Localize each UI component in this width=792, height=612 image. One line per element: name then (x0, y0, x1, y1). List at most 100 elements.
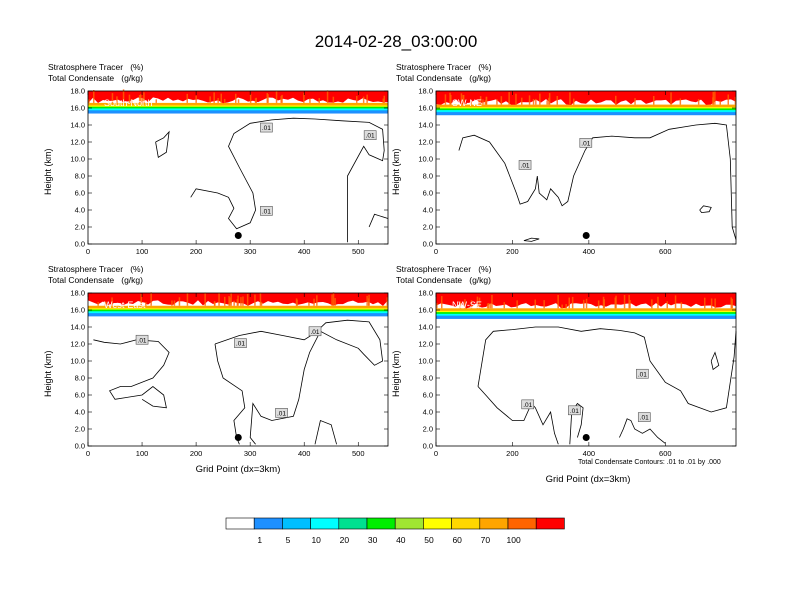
page-title: 2014-02-28_03:00:00 (314, 32, 478, 51)
condensate-contour (477, 386, 559, 445)
tracer-core (436, 91, 736, 105)
panel-header-line1: Stratosphere Tracer (%) (48, 62, 144, 72)
tracer-streak (539, 93, 541, 105)
y-tick-label: 14.0 (70, 323, 85, 332)
contour-label: .01 (260, 122, 273, 133)
tracer-streak (657, 296, 659, 309)
tracer-streak (491, 294, 493, 309)
y-tick-label: 10.0 (418, 155, 433, 164)
tracer-streak (242, 296, 244, 306)
tracer-streak (128, 94, 131, 103)
tracer-streak (602, 296, 605, 309)
tracer-streak (597, 300, 600, 309)
tracer-streak (309, 98, 311, 103)
location-marker (234, 434, 242, 441)
panel-label: NW-SE (452, 300, 482, 310)
tracer-layer (436, 104, 736, 108)
condensate-contour (190, 117, 385, 243)
tracer-streak (318, 98, 320, 103)
colorbar-box (507, 517, 537, 530)
tracer-streak (565, 304, 567, 309)
condensate-contour (368, 213, 389, 228)
x-tick-label: 0 (86, 247, 90, 256)
colorbar-label: 40 (396, 535, 406, 545)
tracer-streak (482, 99, 484, 105)
tracer-streak (573, 98, 575, 105)
tracer-streak (303, 92, 305, 103)
tracer-streak (266, 93, 268, 103)
tracer-streak (366, 94, 368, 103)
svg-text:.01: .01 (640, 415, 649, 422)
tracer-streak (326, 90, 329, 103)
tracer-layer (436, 108, 736, 112)
contour-label: .01 (637, 412, 651, 422)
tracer-streak (436, 303, 438, 309)
panel-west-east: Stratosphere Tracer (%) Total Condensate … (43, 262, 389, 477)
tracer-layer (88, 107, 388, 111)
tracer-streak (680, 302, 683, 309)
y-tick-label: 8.0 (75, 172, 85, 181)
tracer-streak (260, 301, 263, 306)
svg-text:.01: .01 (638, 371, 647, 378)
condensate-contour (619, 418, 666, 444)
plot-svg: .01 .01 .01 0.0 2.0 4.0 6.0 8.0 10.0 12.0 14.0 16.0… (70, 87, 389, 256)
tracer-streak (496, 99, 498, 105)
y-tick-label: 2.0 (75, 425, 85, 434)
tracer-layer (436, 106, 736, 109)
condensate-contour (710, 351, 720, 371)
tracer-streak (459, 301, 462, 309)
tracer-streak (331, 294, 333, 306)
tracer-streak (730, 297, 732, 309)
colorbar-box (282, 517, 311, 530)
condensate-contour (477, 326, 737, 413)
y-tick-label: 8.0 (423, 172, 433, 181)
condensate-contour (155, 130, 170, 158)
tracer-streak (521, 97, 523, 105)
tracer-streak (548, 93, 551, 105)
colorbar-label: 30 (368, 535, 378, 545)
tracer-streak (356, 95, 358, 103)
tracer-streak (140, 94, 142, 103)
x-tick-label: 600 (659, 247, 672, 256)
y-tick-label: 0.0 (423, 240, 433, 249)
tracer-streak (122, 89, 125, 103)
tracer-streak (332, 96, 335, 103)
tracer-streak (478, 297, 481, 309)
tracer-streak (88, 99, 90, 103)
tracer-streak (583, 299, 585, 309)
condensate-contour (214, 319, 384, 445)
tracer-streak (462, 94, 465, 105)
colorbar-box (366, 517, 396, 530)
y-tick-label: 0.0 (75, 442, 85, 451)
tracer-streak (557, 294, 559, 309)
x-tick-label: 0 (86, 449, 90, 458)
panel-label: West-East (104, 300, 146, 310)
panel-header-line2: Total Condensate (g/kg) (396, 275, 491, 285)
y-tick-label: 2.0 (75, 223, 85, 232)
x-tick-label: 100 (136, 449, 149, 458)
panel-label: South-North (104, 98, 153, 108)
svg-text:.01: .01 (262, 208, 271, 215)
contour-label: .01 (308, 326, 322, 337)
tracer-streak (240, 297, 242, 306)
tracer-streak (259, 292, 262, 306)
tracer-streak (111, 297, 113, 306)
contour-label: .01 (579, 138, 593, 148)
y-tick-label: 12.0 (418, 340, 433, 349)
tracer-streak (281, 94, 283, 103)
x-tick-label: 300 (244, 449, 257, 458)
tracer-streak (666, 301, 668, 309)
tracer-streak (235, 93, 237, 103)
tracer-streak (543, 300, 545, 309)
tracer-streak (528, 95, 531, 105)
tracer-streak (634, 98, 636, 105)
x-tick-label: 200 (190, 449, 203, 458)
y-tick-label: 0.0 (75, 240, 85, 249)
svg-text:.01: .01 (262, 125, 271, 132)
tracer-streak (450, 94, 452, 105)
tracer-streak (138, 95, 141, 103)
tracer-streak (653, 96, 655, 105)
tracer-streak (488, 303, 490, 309)
y-tick-label: 16.0 (70, 306, 85, 315)
tracer-streak (470, 100, 472, 105)
